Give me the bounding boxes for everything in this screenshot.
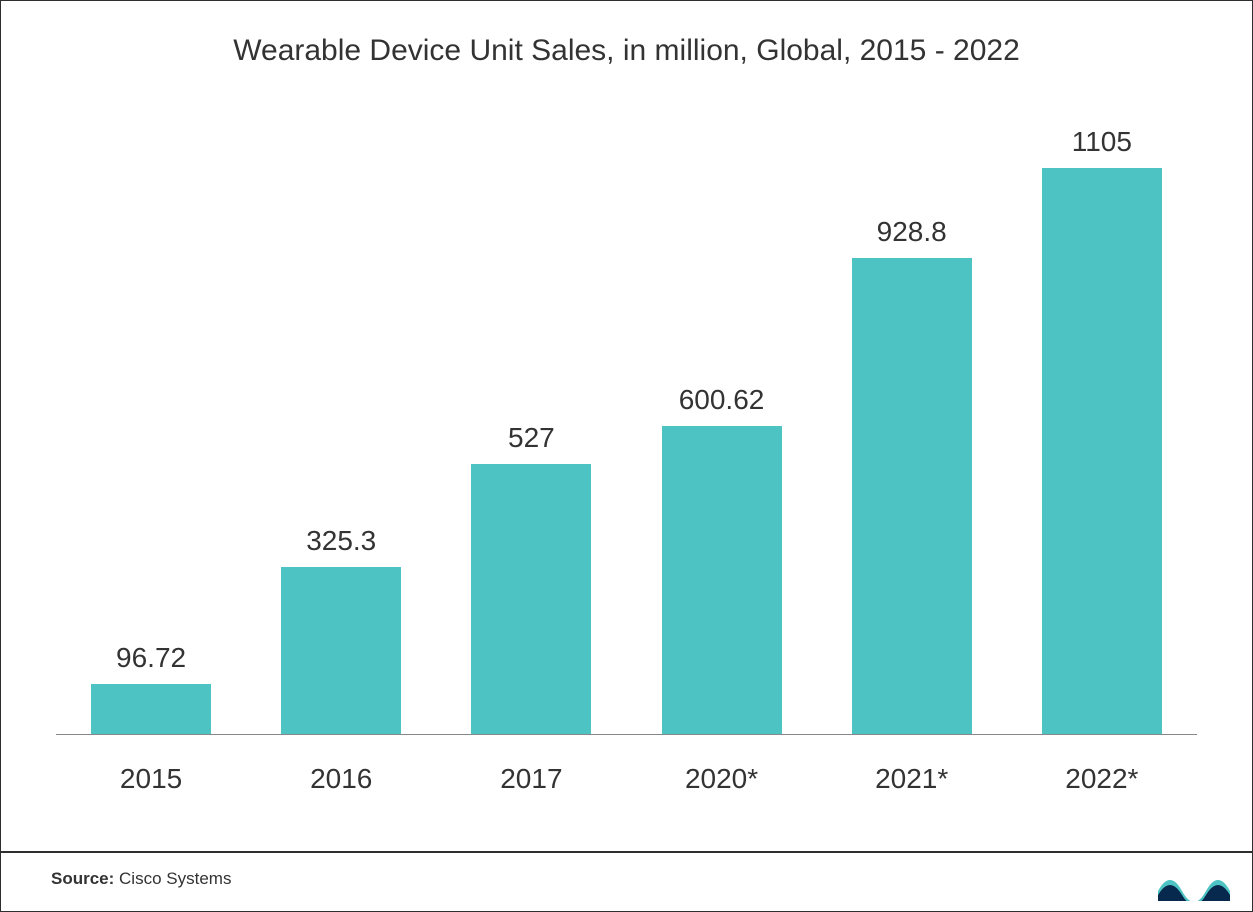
bar-value-label: 1105 (1072, 126, 1132, 158)
source-line: Source: Cisco Systems (51, 869, 231, 889)
x-axis-label: 2020* (627, 763, 817, 795)
source-value: Cisco Systems (119, 869, 231, 888)
bars-row: 96.72 325.3 527 600.62 928.8 1105 (56, 95, 1197, 735)
x-axis-label: 2022* (1007, 763, 1197, 795)
x-axis-label: 2016 (246, 763, 436, 795)
x-axis-label: 2021* (817, 763, 1007, 795)
bar (662, 426, 782, 734)
source-label: Source: (51, 869, 114, 888)
bar-group: 600.62 (627, 384, 817, 734)
chart-container: Wearable Device Unit Sales, in million, … (0, 0, 1253, 912)
x-axis-label: 2017 (436, 763, 626, 795)
bar-value-label: 928.8 (877, 216, 947, 248)
x-axis-labels: 2015201620172020*2021*2022* (46, 763, 1207, 795)
chart-title: Wearable Device Unit Sales, in million, … (46, 31, 1207, 70)
bar-group: 1105 (1007, 126, 1197, 734)
bar-value-label: 600.62 (679, 384, 765, 416)
bar-group: 325.3 (246, 525, 436, 734)
bar-group: 527 (436, 422, 626, 734)
footer-rule (1, 851, 1252, 853)
bar-value-label: 527 (508, 422, 555, 454)
bar-value-label: 325.3 (306, 525, 376, 557)
bar (852, 258, 972, 734)
x-axis-label: 2015 (56, 763, 246, 795)
bar (91, 684, 211, 734)
bar (1042, 168, 1162, 734)
bar-group: 96.72 (56, 642, 246, 734)
plot-area: 96.72 325.3 527 600.62 928.8 1105 (56, 95, 1197, 735)
bar-group: 928.8 (817, 216, 1007, 734)
bar (471, 464, 591, 734)
brand-logo (1158, 861, 1230, 901)
bar-value-label: 96.72 (116, 642, 186, 674)
bar (281, 567, 401, 734)
logo-wave-front-icon (1158, 885, 1230, 901)
